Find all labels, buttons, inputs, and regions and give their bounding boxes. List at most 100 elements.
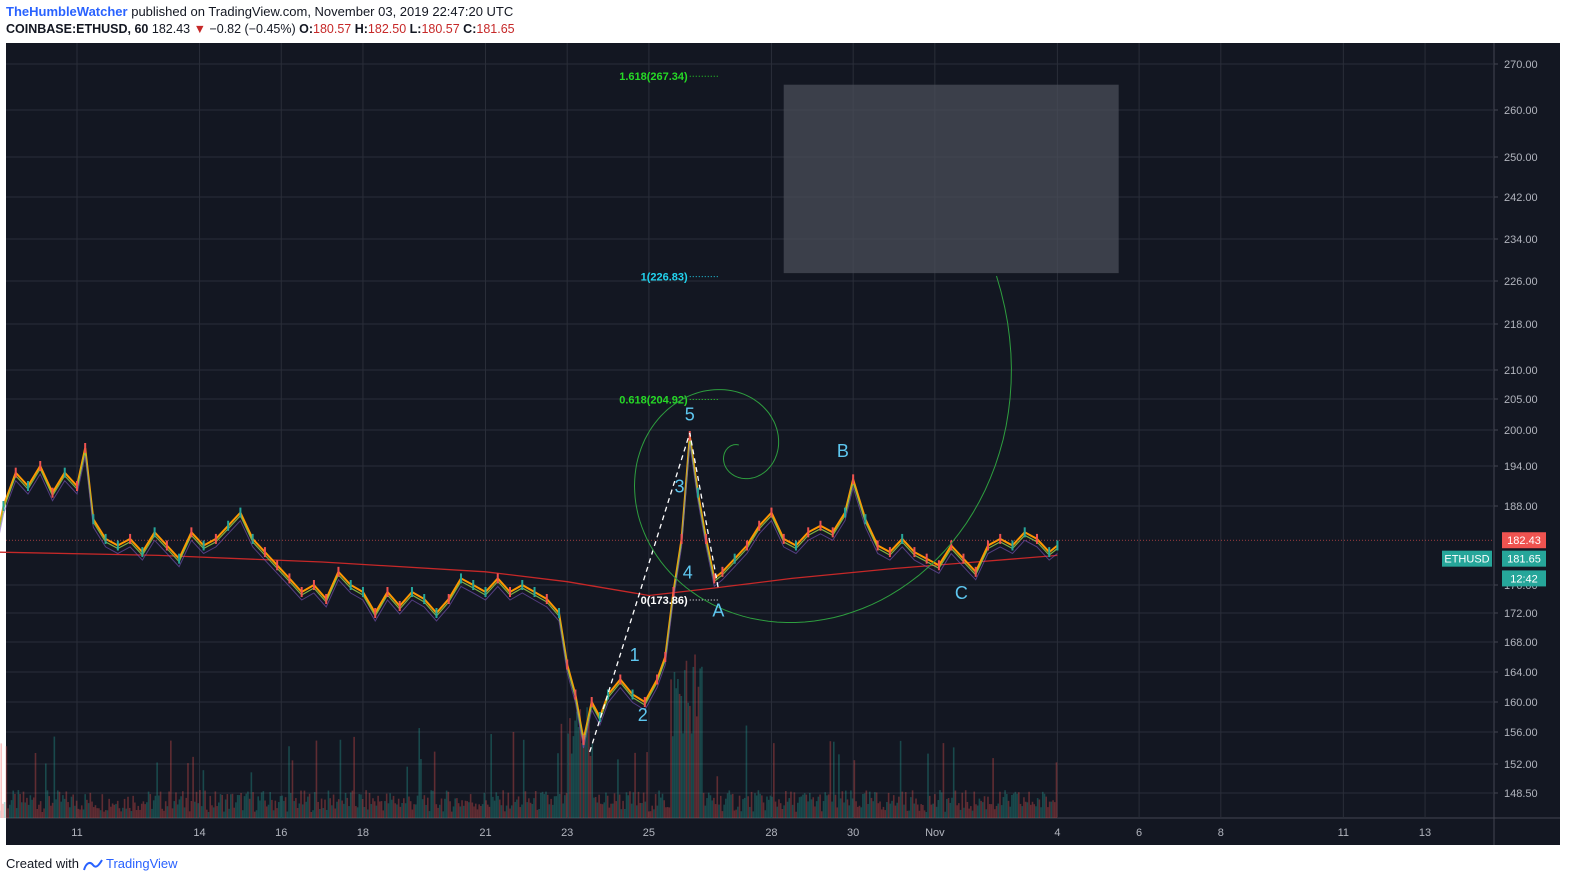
volume-bar: [1035, 806, 1037, 818]
volume-bar: [152, 800, 155, 818]
volume-bar: [240, 792, 242, 818]
volume-bar: [214, 791, 217, 818]
volume-bar: [368, 792, 371, 818]
volume-bar: [884, 810, 886, 818]
volume-bar: [620, 809, 623, 818]
volume-bar: [238, 795, 241, 818]
volume-bar: [678, 693, 681, 818]
volume-bar: [797, 802, 799, 818]
volume-bar: [447, 791, 450, 818]
volume-bar: [889, 803, 892, 818]
volume-bar: [911, 790, 914, 818]
volume-bar: [79, 809, 81, 818]
volume-bar: [819, 794, 821, 818]
volume-bar: [505, 805, 508, 818]
volume-bar: [910, 797, 912, 818]
volume-bar: [1026, 802, 1029, 818]
volume-bar: [50, 805, 52, 818]
volume-bar: [415, 804, 417, 818]
volume-bar: [253, 811, 256, 818]
volume-bar: [851, 798, 854, 818]
volume-bar: [963, 807, 965, 818]
symbol-tag: [1442, 550, 1492, 567]
y-tick-label: 152.00: [1504, 759, 1538, 771]
volume-bar: [713, 797, 715, 818]
y-tick-label: 168.00: [1504, 637, 1538, 649]
volume-bar: [456, 798, 458, 818]
volume-bar: [553, 796, 556, 818]
volume-bar: [490, 734, 492, 818]
x-tick-label: 6: [1136, 827, 1142, 839]
volume-bar: [322, 808, 325, 818]
x-tick-label: 30: [847, 827, 859, 839]
volume-bar: [862, 794, 864, 818]
volume-bar: [176, 804, 179, 818]
volume-bar: [540, 792, 542, 818]
volume-bar: [964, 790, 967, 818]
volume-bar: [670, 679, 672, 818]
fib-level-label: 0(173.86): [641, 595, 688, 607]
volume-bar: [860, 807, 862, 818]
volume-bar: [349, 792, 352, 818]
volume-bar: [675, 688, 677, 818]
volume-bar: [695, 716, 698, 818]
volume-bar: [403, 798, 405, 818]
volume-bar: [887, 792, 890, 818]
volume-bar: [915, 798, 917, 818]
volume-bar: [1014, 791, 1017, 818]
volume-bar: [108, 798, 110, 818]
volume-bar: [522, 739, 525, 818]
volume-bar: [882, 806, 885, 818]
volume-bar: [39, 801, 42, 818]
volume-bar: [783, 805, 785, 818]
volume-bar: [654, 794, 657, 818]
volume-bar: [77, 808, 80, 818]
price-tag: [1502, 570, 1546, 587]
volume-bar: [687, 702, 689, 818]
volume-bar: [747, 796, 749, 818]
volume-bar: [5, 746, 8, 818]
volume-bar: [661, 793, 664, 818]
volume-bar: [814, 806, 816, 818]
volume-bar: [1021, 806, 1024, 818]
volume-bar: [516, 799, 518, 818]
volume-bar: [408, 796, 410, 818]
author-link[interactable]: TheHumbleWatcher: [6, 4, 128, 19]
volume-bar: [737, 806, 739, 818]
volume-bar: [3, 802, 6, 818]
volume-bar: [53, 736, 56, 818]
volume-bar: [771, 796, 773, 818]
volume-bar: [925, 811, 928, 818]
volume-bar: [449, 801, 451, 818]
volume-bar: [173, 801, 176, 818]
volume-bar: [588, 715, 590, 818]
volume-bar: [725, 798, 727, 818]
volume-bar: [1036, 798, 1039, 818]
volume-bar: [339, 739, 342, 818]
volume-bar: [134, 802, 136, 818]
volume-bar: [988, 804, 991, 818]
volume-bar: [22, 791, 25, 818]
volume-bar: [961, 792, 964, 818]
volume-bar: [541, 791, 544, 818]
volume-bar: [786, 801, 789, 818]
volume-bar: [863, 793, 866, 818]
volume-bar: [166, 806, 169, 818]
volume-bar: [228, 808, 230, 818]
volume-bar: [1019, 803, 1022, 818]
volume-bar: [26, 797, 28, 818]
tradingview-brand[interactable]: TradingView: [106, 856, 178, 871]
volume-bar: [629, 791, 631, 818]
volume-bar: [442, 811, 445, 818]
moving-average-line: [0, 551, 1058, 597]
volume-bar: [106, 810, 109, 818]
volume-bar: [793, 792, 796, 818]
volume-bar: [291, 760, 294, 818]
volume-bar: [67, 802, 69, 818]
wave-dashed-line: [589, 432, 719, 753]
volume-bar: [123, 798, 126, 818]
symbol-tag-label: ETHUSD: [1444, 554, 1489, 566]
volume-bar: [610, 803, 612, 818]
fibonacci-spiral: [633, 275, 1012, 623]
